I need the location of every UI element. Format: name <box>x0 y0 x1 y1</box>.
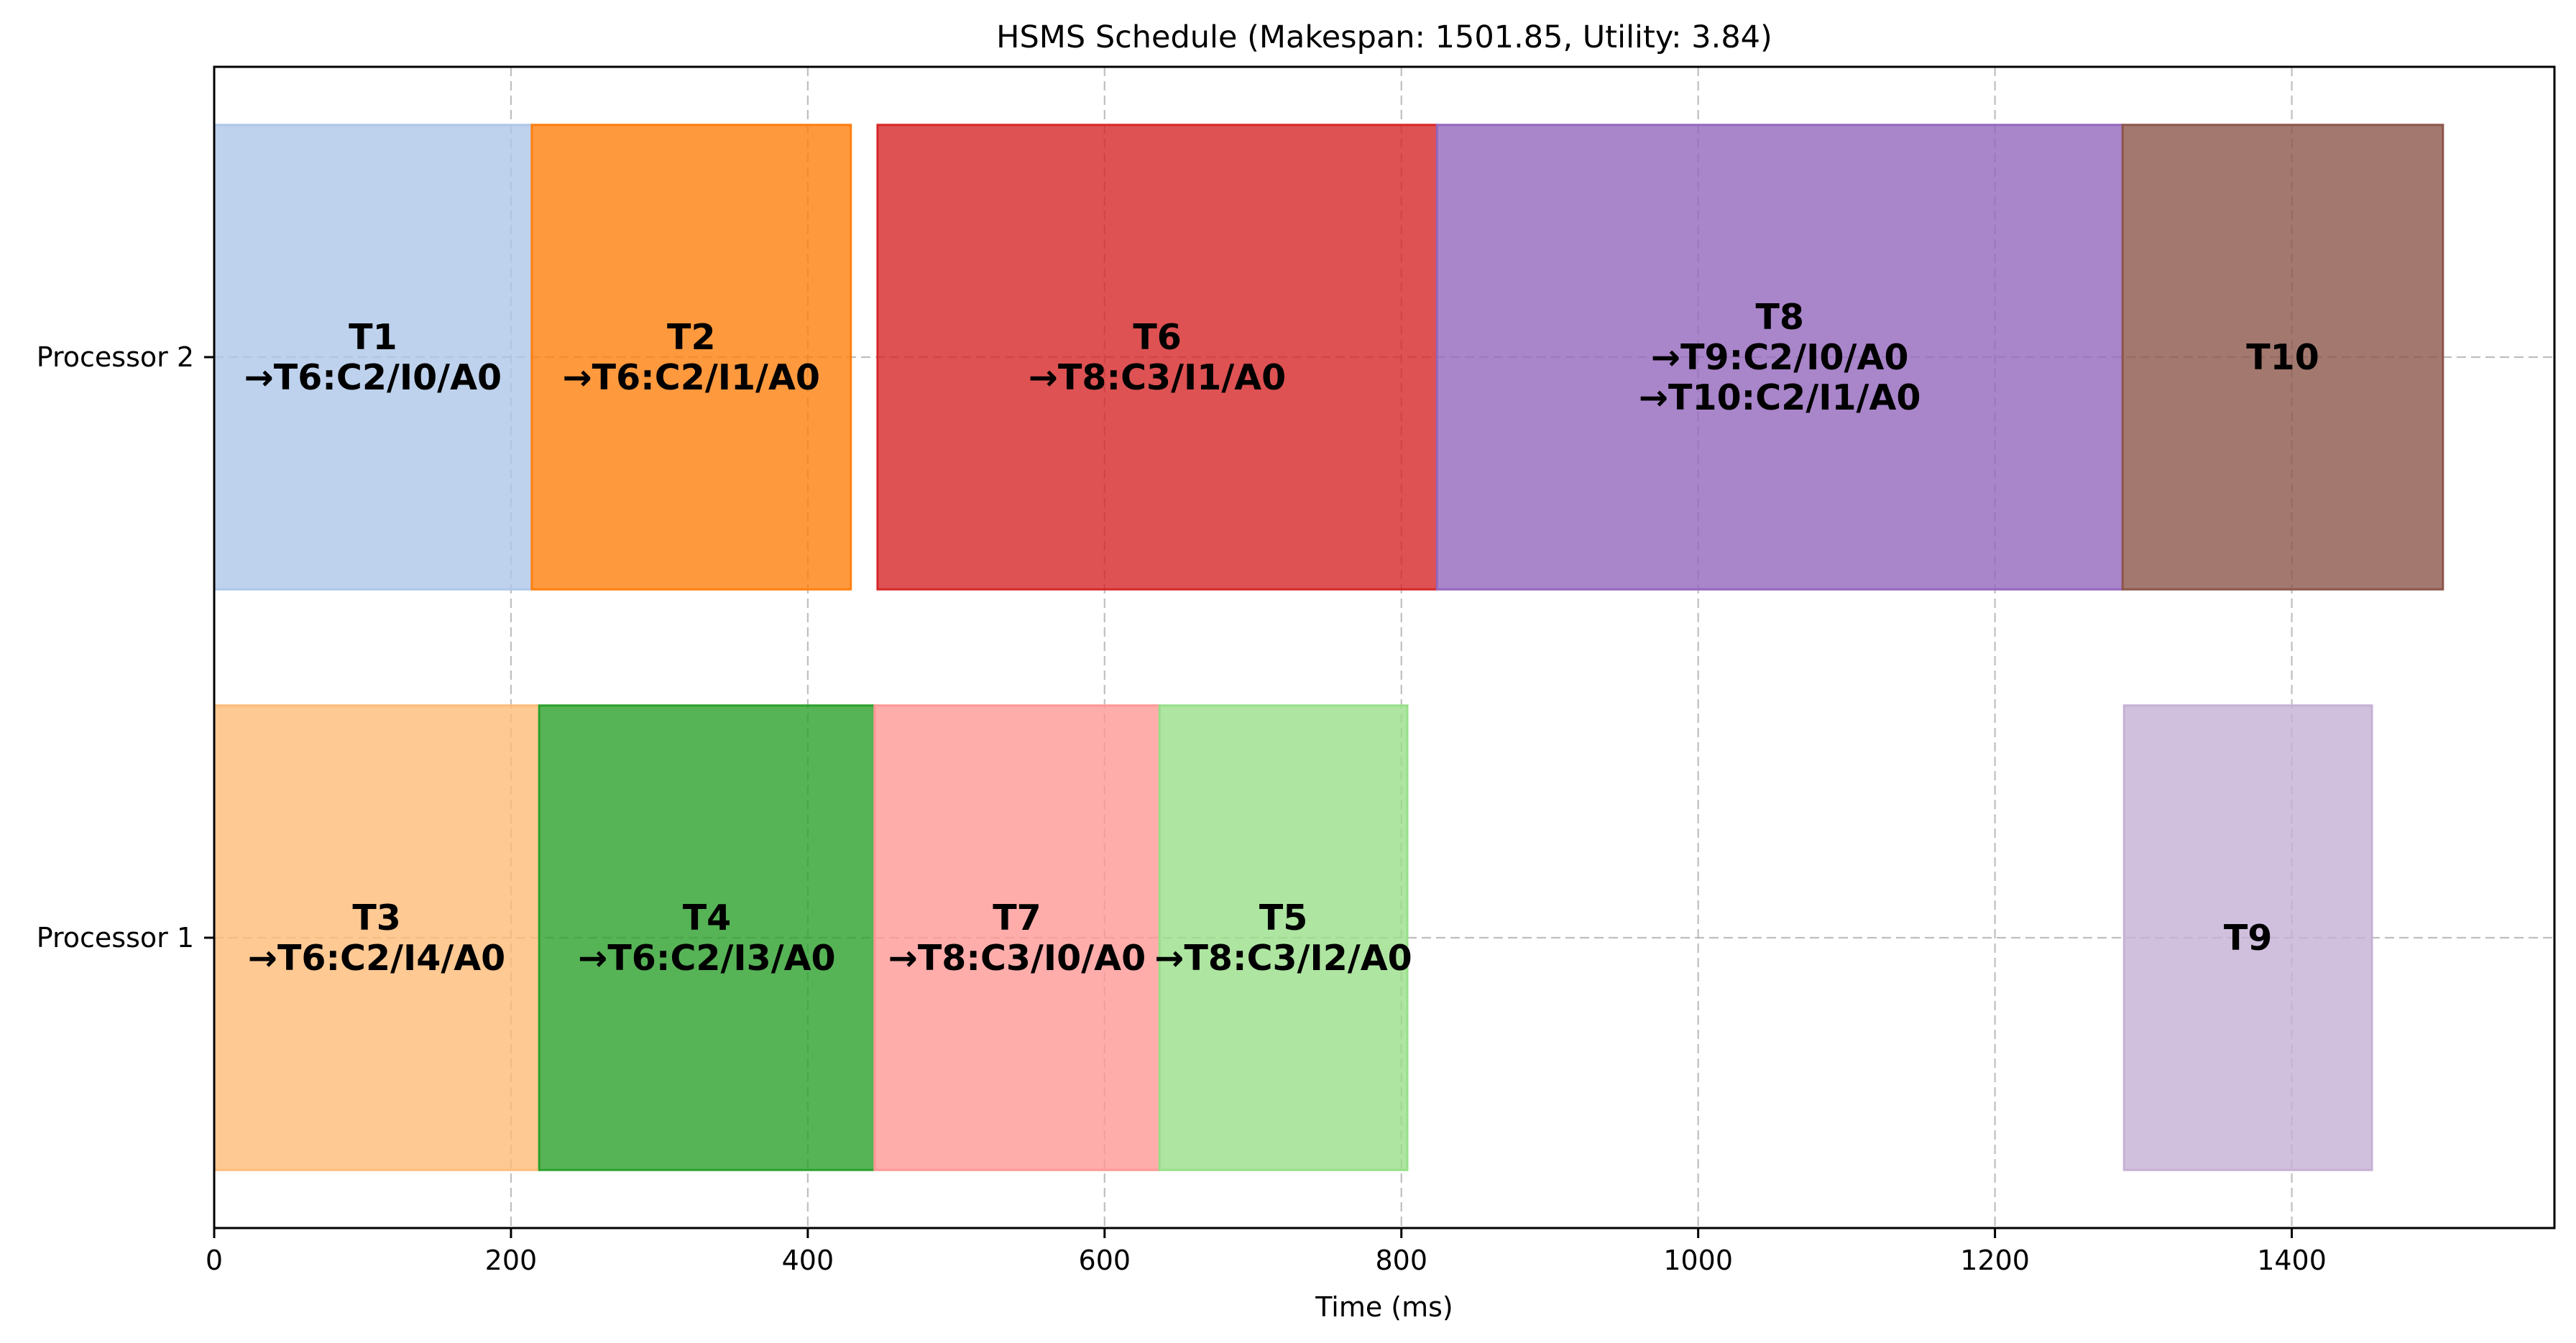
task-bar-t7 <box>873 704 1161 1171</box>
task-bar-t3 <box>213 704 540 1171</box>
task-label-t5: →T8:C3/I2/A0 <box>1154 938 1412 979</box>
task-bar-t9 <box>2122 704 2373 1171</box>
y-tick-label: Processor 1 <box>37 922 194 954</box>
task-label-t8: T8 <box>1755 297 1804 338</box>
plot-frame <box>213 65 2556 1229</box>
task-label-t8: →T9:C2/I0/A0 <box>1651 337 1908 378</box>
task-label-t3: →T6:C2/I4/A0 <box>248 938 505 979</box>
y-tick-label: Processor 2 <box>37 341 194 373</box>
task-label-t3: T3 <box>352 897 401 938</box>
task-label-t8: →T10:C2/I1/A0 <box>1639 377 1920 418</box>
task-label-t1: T1 <box>349 317 397 358</box>
task-label-t6: T6 <box>1133 317 1182 358</box>
task-labels: T1→T6:C2/I0/A0 T2→T6:C2/I1/A0 T6→T8:C3/I1/… <box>244 297 2319 979</box>
x-tick-label: 600 <box>1079 1245 1131 1276</box>
task-label-t4: T4 <box>683 897 732 938</box>
task-bar-t5 <box>1158 704 1409 1171</box>
y-axis-ticks: Processor 1 Processor 2 <box>37 341 214 954</box>
task-label-t6: →T8:C3/I1/A0 <box>1029 357 1286 398</box>
task-label-t5: T5 <box>1259 897 1308 938</box>
chart-title: HSMS Schedule (Makespan: 1501.85, Utilit… <box>996 19 1772 55</box>
task-bar-t10 <box>2121 124 2444 591</box>
x-axis-ticks: 0 200 400 600 800 1000 1200 1400 <box>206 1228 2327 1276</box>
task-label-t2: →T6:C2/I1/A0 <box>563 357 820 398</box>
task-label-t1: →T6:C2/I0/A0 <box>244 357 502 398</box>
x-axis-label: Time (ms) <box>1315 1291 1453 1323</box>
task-bar-t8 <box>1435 124 2124 591</box>
x-tick-label: 1200 <box>1960 1245 2030 1276</box>
task-label-t7: T7 <box>993 897 1041 938</box>
task-label-t4: →T6:C2/I3/A0 <box>578 938 835 979</box>
task-label-t2: T2 <box>667 317 716 358</box>
x-tick-label: 800 <box>1375 1245 1427 1276</box>
task-label-t7: →T8:C3/I0/A0 <box>888 938 1146 979</box>
x-tick-label: 400 <box>782 1245 834 1276</box>
task-bar-t6 <box>876 124 1438 591</box>
task-bars <box>213 124 2444 1171</box>
x-tick-label: 200 <box>485 1245 538 1276</box>
task-label-t10: T10 <box>2246 337 2319 378</box>
x-tick-label: 0 <box>206 1245 223 1276</box>
task-bar-t2 <box>530 124 852 591</box>
task-label-t9: T9 <box>2224 918 2273 959</box>
x-tick-label: 1000 <box>1663 1245 1733 1276</box>
x-tick-label: 1400 <box>2257 1245 2327 1276</box>
